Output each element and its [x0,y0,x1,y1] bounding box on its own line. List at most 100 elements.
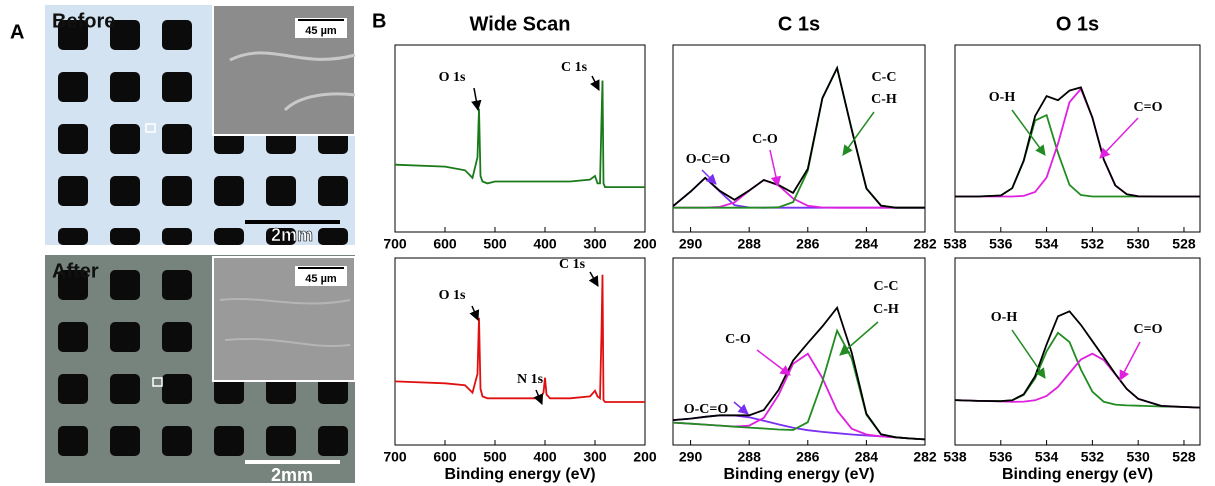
annotation: O-H [991,310,1018,325]
x-tick-label: 528 [1172,236,1196,252]
x-tick-label: 538 [943,449,967,465]
plot-frame [954,257,1201,446]
plot-frame [672,257,926,446]
x-tick-label: 400 [533,236,557,252]
annotation: C 1s [559,257,586,272]
annotation-arrow [469,305,480,321]
annotation: O 1s [439,70,466,85]
pore [162,20,192,50]
pore [110,426,140,456]
pore [58,124,88,154]
pore [214,426,244,456]
pore [162,374,192,404]
pore [58,72,88,102]
x-tick-label: 534 [1035,236,1059,252]
annotation: O-C=O [686,152,731,167]
chart-title: C 1s [778,13,820,35]
x-axis-label: Binding energy (eV) [723,466,874,483]
spectrum-line [673,65,925,209]
pore [162,426,192,456]
x-tick-label: 600 [433,449,457,465]
spectrum-line [955,113,1200,198]
annotation: C-H [873,302,899,317]
pore [162,228,192,245]
inset-scale: 45 µm [305,273,337,285]
x-tick-label: 536 [989,449,1013,465]
annotation-arrow [1011,329,1046,379]
spectrum-line [954,331,1201,409]
chart-title: O 1s [1056,13,1099,35]
annotation-arrow [701,169,717,185]
annotation-arrow [1119,341,1141,381]
x-tick-label: 532 [1081,449,1105,465]
photo-label: Before [52,10,115,32]
annotation-arrow [588,271,599,287]
pore [162,322,192,352]
x-tick-label: 288 [738,449,762,465]
x-tick-label: 290 [679,236,703,252]
x-tick-label: 286 [796,236,820,252]
spectrum-line [394,274,645,403]
annotation: C-O [752,132,778,147]
inset-texture [219,297,351,348]
pore [58,20,88,50]
scale-box [295,18,347,38]
x-tick-label: 300 [583,449,607,465]
pore [266,426,296,456]
x-tick-label: 286 [796,449,820,465]
x-tick-label: 538 [943,236,967,252]
x-tick-label: 530 [1126,236,1150,252]
annotation: N 1s [517,372,544,387]
x-tick-label: 534 [1035,449,1059,465]
x-axis-label: Binding energy (eV) [444,466,595,483]
annotation-arrow [842,111,875,156]
x-tick-label: 284 [855,236,879,252]
pore [110,322,140,352]
scale-bar-label: 2mm [271,225,313,245]
inset-marker [152,377,163,387]
x-tick-label: 290 [679,449,703,465]
annotation-arrow [756,349,791,376]
photo-overlays: 45 µm 45 µm 2mm 2mm Before After A B [10,4,386,485]
annotation: C-C [874,279,899,294]
x-tick-label: 282 [913,236,937,252]
inset-marker [145,123,156,133]
inset-scale: 45 µm [305,25,337,37]
annotation: C-C [872,70,897,85]
pore [266,228,296,245]
pore [58,374,88,404]
x-tick-label: 284 [855,449,879,465]
pore [110,124,140,154]
x-tick-label: 500 [483,236,507,252]
annotation-arrow [769,149,782,188]
x-tick-label: 700 [383,236,407,252]
annotation: O-H [989,90,1016,105]
pore [110,176,140,206]
pore [110,20,140,50]
spectrum-line [672,328,926,441]
x-tick-label: 400 [533,449,557,465]
annotation: C=O [1134,322,1163,337]
inset-texture [229,51,356,112]
x-tick-label: 288 [738,236,762,252]
annotation: C 1s [561,60,588,75]
pore [162,124,192,154]
pore [58,228,88,245]
pore [318,176,348,206]
pore [58,322,88,352]
pore [58,270,88,300]
plot-frame [672,44,926,233]
panel-label: B [372,10,386,32]
pore [266,176,296,206]
pore [162,72,192,102]
pore [110,270,140,300]
spectrum-line [394,80,645,188]
pore [58,426,88,456]
annotation: O 1s [439,288,466,303]
annotation: C=O [1134,100,1163,115]
pore [162,270,192,300]
x-tick-label: 200 [633,236,657,252]
panel-label: A [10,21,24,43]
plot-frame [394,257,646,446]
